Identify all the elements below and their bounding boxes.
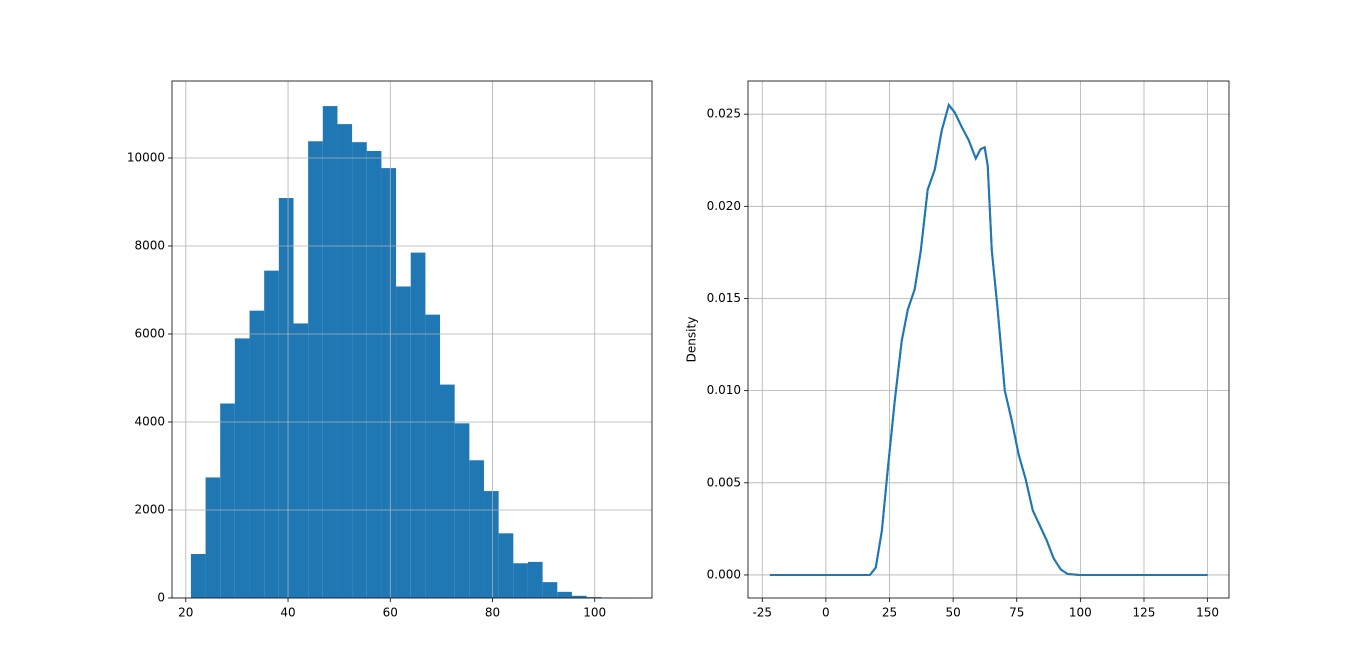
bar	[571, 595, 587, 598]
bar	[366, 150, 382, 598]
x-tick-label: 150	[1196, 606, 1219, 620]
density-line	[769, 102, 1208, 576]
bar	[190, 554, 206, 598]
bar	[440, 384, 455, 598]
x-tick-label: 75	[1009, 606, 1024, 620]
bar	[410, 252, 426, 598]
bar	[352, 142, 367, 598]
bar	[308, 141, 323, 598]
y-tick-label: 0.010	[707, 383, 741, 397]
y-tick-label: 0.025	[707, 107, 741, 121]
bar	[527, 561, 543, 598]
bar	[220, 403, 235, 598]
bar	[542, 582, 558, 598]
x-tick-label: 20	[178, 606, 193, 620]
bar	[454, 423, 470, 598]
x-tick-label: -25	[752, 606, 772, 620]
x-tick-label: 100	[583, 606, 606, 620]
axes-frame	[747, 80, 1230, 599]
bar	[381, 168, 397, 598]
bar	[396, 286, 411, 598]
y-tick-label: 6000	[134, 327, 165, 341]
bar	[205, 477, 221, 598]
x-tick-label: 0	[822, 606, 830, 620]
bar	[337, 124, 353, 599]
x-tick-label: 60	[383, 606, 398, 620]
x-tick-label: 25	[882, 606, 897, 620]
bar	[586, 597, 602, 598]
bar	[483, 491, 499, 598]
bar	[425, 314, 441, 598]
y-tick-label: 0.000	[707, 567, 741, 581]
bar	[513, 563, 528, 598]
y-tick-label: 2000	[134, 503, 165, 517]
y-tick-label: 4000	[134, 415, 165, 429]
bar	[322, 106, 338, 598]
x-tick-label: 50	[945, 606, 960, 620]
bar	[498, 533, 514, 598]
x-tick-label: 125	[1133, 606, 1156, 620]
y-tick-label: 8000	[134, 239, 165, 253]
y-tick-label: 0.005	[707, 475, 741, 489]
bar	[557, 591, 572, 598]
bar	[469, 460, 484, 598]
y-tick-label: 0.015	[707, 291, 741, 305]
bar	[249, 310, 265, 598]
y-tick-label: 0	[157, 591, 165, 605]
axes-frame	[171, 80, 653, 599]
y-tick-label: 0.020	[707, 199, 741, 213]
bar	[293, 323, 309, 598]
x-tick-label: 40	[280, 606, 295, 620]
bar	[278, 198, 294, 599]
bar	[234, 338, 250, 598]
bar	[264, 270, 279, 598]
y-tick-label: 10000	[127, 151, 165, 165]
x-tick-label: 80	[485, 606, 500, 620]
y-axis-label: Density	[685, 317, 699, 363]
x-tick-label: 100	[1069, 606, 1092, 620]
